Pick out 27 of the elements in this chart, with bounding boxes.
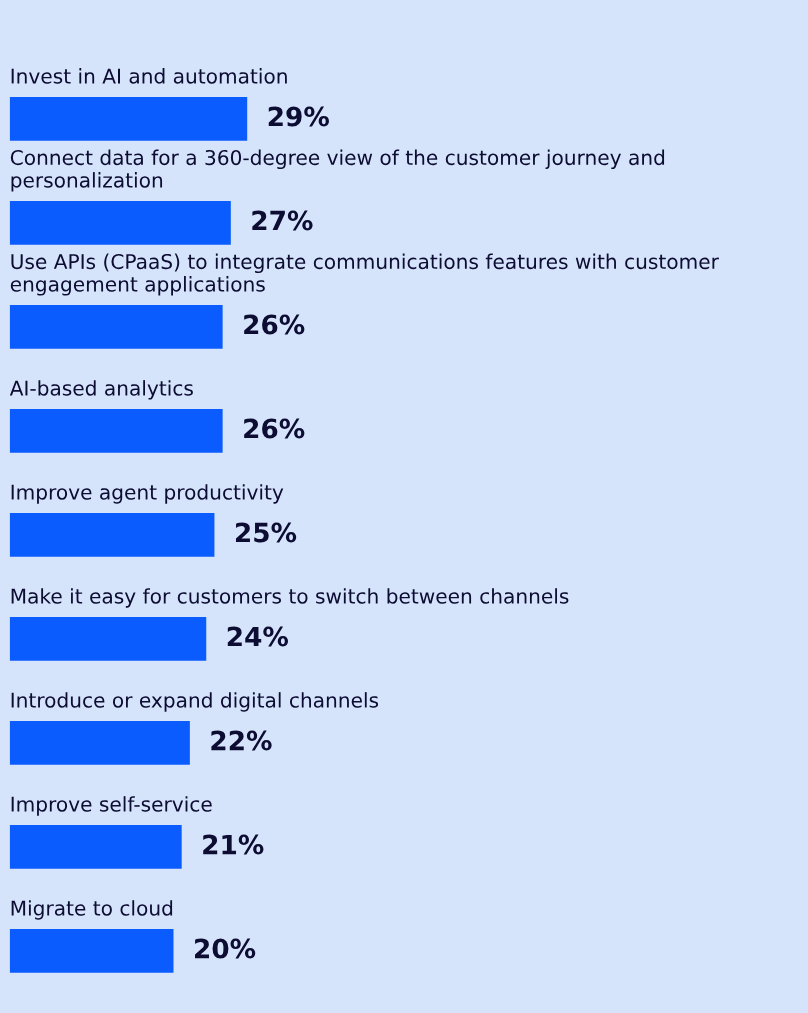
data-label: 25% [235, 522, 297, 543]
bar [9, 512, 215, 557]
bar [9, 929, 174, 973]
y-tick-label: AI-based analytics [9, 380, 193, 400]
data-label: 29% [268, 106, 329, 127]
data-label: 20% [195, 938, 256, 959]
y-tick-label: Introduce or expand digital channels [11, 692, 379, 712]
bar [9, 304, 223, 349]
bar [9, 825, 182, 869]
y-tick-label: Invest in AI and automation [11, 68, 287, 84]
y-tick-label: Make it easy for customers to switch between channels [11, 588, 569, 608]
data-label: 24% [227, 626, 289, 647]
y-tick-label: Connect data for a 360-degree view of the customer journey and personalization [10, 149, 665, 192]
bar [9, 721, 190, 765]
y-tick-label: Improve agent productivity [11, 484, 284, 504]
data-label: 26% [244, 314, 305, 335]
data-label: 21% [203, 834, 264, 855]
bar [9, 200, 231, 245]
data-label: 27% [252, 210, 313, 231]
y-tick-label: Migrate to cloud [11, 900, 173, 920]
y-tick-label: Improve self-service [11, 796, 212, 816]
bar [9, 617, 207, 661]
data-label: 26% [244, 418, 305, 439]
y-tick-label: Use APIs (CPaaS) to integrate communications features with customer engagement applications [10, 253, 719, 296]
bar [9, 408, 223, 453]
data-label: 22% [211, 730, 272, 751]
bar [9, 96, 248, 141]
